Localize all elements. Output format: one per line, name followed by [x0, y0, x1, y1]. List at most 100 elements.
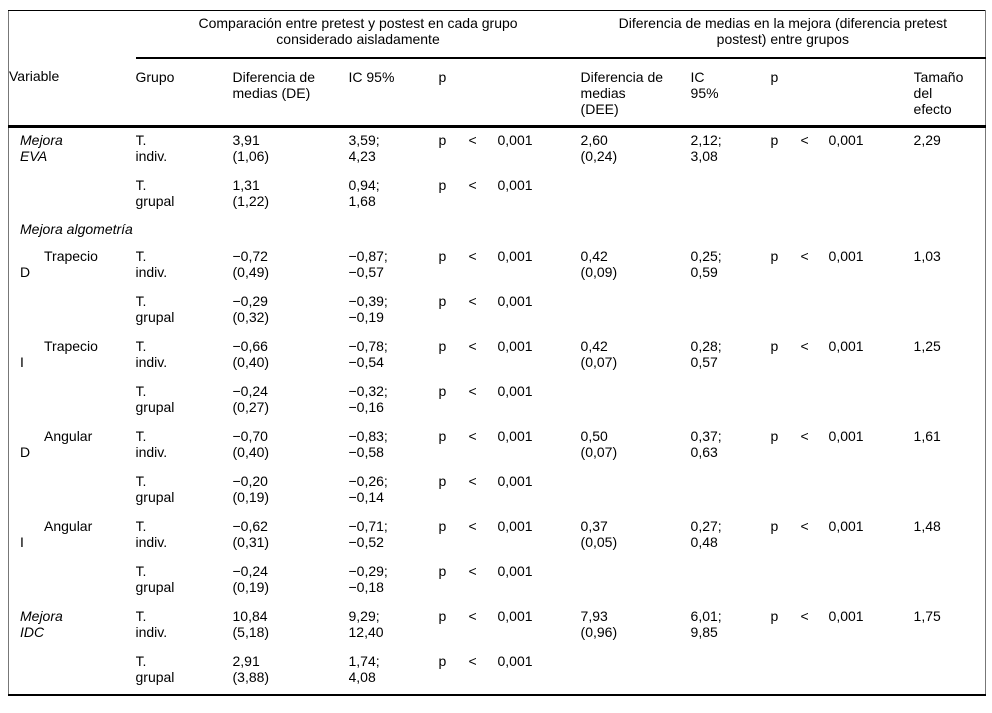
cell-p-lt: <	[800, 132, 809, 148]
table-row: T. grupal 1,31 (1,22) 0,94; 1,68 p < 0,0…	[9, 173, 986, 218]
empty-cell	[691, 289, 771, 334]
cell-grupo: T. grupal	[135, 473, 175, 505]
cell-p-lt: <	[800, 518, 809, 534]
cell-ic95: −0,39; −0,19	[348, 293, 388, 325]
cell-ic95-right: 6,01; 9,85	[690, 608, 722, 640]
cell-p-lt: <	[468, 608, 477, 624]
empty-cell	[581, 649, 691, 695]
empty-cell	[581, 469, 691, 514]
cell-ic95-right: 0,25; 0,59	[690, 248, 722, 280]
cell-variable: Trapecio D	[20, 248, 98, 280]
empty-cell	[829, 649, 914, 695]
table-row: T. grupal −0,29 (0,32) −0,39; −0,19 p < …	[9, 289, 986, 334]
cell-ic95-right: 2,12; 3,08	[690, 132, 722, 164]
cell-p-value: 0,001	[828, 132, 864, 148]
results-table-container: Comparación entre pretest y postest en c…	[8, 10, 987, 696]
cell-ic95: −0,78; −0,54	[348, 338, 388, 370]
empty-cell	[914, 559, 986, 604]
table-row: Mejora EVA T. indiv. 3,91 (1,06) 3,59; 4…	[9, 127, 986, 174]
cell-dif-medias-de: −0,24 (0,27)	[232, 383, 270, 415]
header-ic95-left: IC 95%	[348, 58, 439, 128]
cell-p-lt: <	[468, 338, 477, 354]
cell-p-lt: <	[468, 293, 477, 309]
empty-cell	[914, 469, 986, 514]
cell-p-value: 0,001	[828, 338, 864, 354]
table-row: Angular I T. indiv. −0,62 (0,31) −0,71; …	[9, 514, 986, 559]
cell-dif-medias-dee: 7,93 (0,96)	[580, 608, 618, 640]
cell-p: p	[438, 608, 447, 624]
cell-p-lt: <	[800, 608, 809, 624]
cell-ic95: −0,32; −0,16	[348, 383, 388, 415]
empty-cell	[771, 173, 801, 218]
cell-p-lt: <	[468, 383, 477, 399]
cell-p-value: 0,001	[497, 473, 533, 489]
empty-cell	[914, 173, 986, 218]
cell-p-lt: <	[468, 132, 477, 148]
empty-cell	[691, 559, 771, 604]
header-dif-medias-dee: Diferencia de medias (DEE)	[580, 58, 691, 128]
cell-p-value: 0,001	[828, 518, 864, 534]
cell-p-value: 0,001	[497, 338, 533, 354]
empty-cell	[581, 379, 691, 424]
cell-ic95: −0,87; −0,57	[348, 248, 388, 280]
cell-p-value: 0,001	[497, 563, 533, 579]
empty-cell	[771, 289, 801, 334]
cell-grupo: T. indiv.	[135, 518, 168, 550]
header-p-right: p	[770, 58, 914, 128]
cell-tamano-efecto: 2,29	[913, 132, 941, 148]
cell-p-value: 0,001	[497, 293, 533, 309]
cell-p-value: 0,001	[828, 608, 864, 624]
empty-cell	[829, 559, 914, 604]
cell-p-value: 0,001	[828, 248, 864, 264]
empty-cell	[801, 289, 829, 334]
cell-grupo: T. indiv.	[135, 132, 168, 164]
empty-cell	[691, 469, 771, 514]
empty-cell	[801, 469, 829, 514]
empty-cell	[801, 173, 829, 218]
cell-grupo: T. grupal	[135, 293, 175, 325]
cell-p: p	[438, 293, 447, 309]
empty-cell	[801, 559, 829, 604]
cell-variable: Angular I	[20, 518, 93, 550]
cell-ic95: −0,29; −0,18	[348, 563, 388, 595]
cell-dif-medias-dee: 0,37 (0,05)	[580, 518, 618, 550]
empty-cell	[581, 289, 691, 334]
cell-p-lt: <	[468, 563, 477, 579]
cell-grupo: T. grupal	[135, 563, 175, 595]
cell-p-value: 0,001	[497, 248, 533, 264]
cell-tamano-efecto: 1,61	[913, 428, 941, 444]
cell-p: p	[770, 248, 779, 264]
cell-grupo: T. indiv.	[135, 248, 168, 280]
cell-ic95: 0,94; 1,68	[348, 177, 380, 209]
cell-grupo: T. indiv.	[135, 428, 168, 460]
cell-p-value: 0,001	[497, 653, 533, 669]
cell-ic95: 1,74; 4,08	[348, 653, 380, 685]
cell-dif-medias-dee: 0,42 (0,09)	[580, 248, 618, 280]
cell-dif-medias-de: −0,70 (0,40)	[232, 428, 270, 460]
cell-dif-medias-de: −0,20 (0,19)	[232, 473, 270, 505]
cell-p-lt: <	[468, 248, 477, 264]
cell-tamano-efecto: 1,03	[913, 248, 941, 264]
cell-grupo: T. indiv.	[135, 608, 168, 640]
cell-p-value: 0,001	[497, 132, 533, 148]
spanner-left: Comparación entre pretest y postest en c…	[135, 10, 581, 59]
cell-p: p	[438, 338, 447, 354]
cell-grupo: T. grupal	[135, 653, 175, 685]
cell-dif-medias-dee: 2,60 (0,24)	[580, 132, 618, 164]
empty-cell	[914, 379, 986, 424]
cell-p: p	[438, 518, 447, 534]
cell-p-lt: <	[800, 248, 809, 264]
empty-cell	[829, 289, 914, 334]
cell-dif-medias-de: −0,24 (0,19)	[232, 563, 270, 595]
empty-cell	[914, 649, 986, 695]
cell-ic95: 9,29; 12,40	[348, 608, 384, 640]
table-row: T. grupal −0,20 (0,19) −0,26; −0,14 p < …	[9, 469, 986, 514]
cell-p: p	[770, 518, 779, 534]
table-row: Trapecio I T. indiv. −0,66 (0,40) −0,78;…	[9, 334, 986, 379]
cell-tamano-efecto: 1,25	[913, 338, 941, 354]
cell-dif-medias-de: 2,91 (3,88)	[232, 653, 270, 685]
header-variable: Variable	[8, 58, 136, 128]
cell-ic95-right: 0,37; 0,63	[690, 428, 722, 460]
empty-cell	[829, 173, 914, 218]
cell-p: p	[438, 177, 447, 193]
